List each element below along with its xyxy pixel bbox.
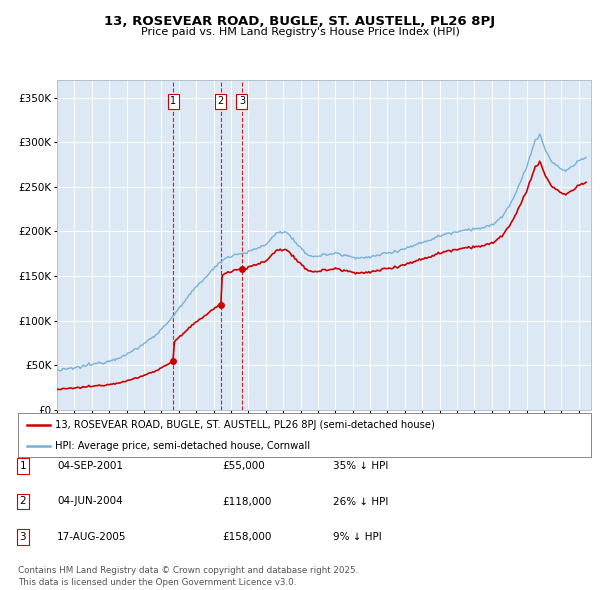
Text: 3: 3	[19, 532, 26, 542]
Text: £158,000: £158,000	[222, 532, 271, 542]
Text: 1: 1	[19, 461, 26, 471]
Text: 04-SEP-2001: 04-SEP-2001	[57, 461, 123, 471]
Text: 17-AUG-2005: 17-AUG-2005	[57, 532, 127, 542]
Text: 9% ↓ HPI: 9% ↓ HPI	[333, 532, 382, 542]
Text: 1: 1	[170, 96, 176, 106]
Text: £55,000: £55,000	[222, 461, 265, 471]
Text: Contains HM Land Registry data © Crown copyright and database right 2025.
This d: Contains HM Land Registry data © Crown c…	[18, 566, 358, 587]
Text: 2: 2	[218, 96, 224, 106]
Text: 2: 2	[19, 497, 26, 506]
Text: HPI: Average price, semi-detached house, Cornwall: HPI: Average price, semi-detached house,…	[55, 441, 310, 451]
Text: 35% ↓ HPI: 35% ↓ HPI	[333, 461, 388, 471]
Text: 3: 3	[239, 96, 245, 106]
Text: Price paid vs. HM Land Registry's House Price Index (HPI): Price paid vs. HM Land Registry's House …	[140, 27, 460, 37]
Text: 13, ROSEVEAR ROAD, BUGLE, ST. AUSTELL, PL26 8PJ (semi-detached house): 13, ROSEVEAR ROAD, BUGLE, ST. AUSTELL, P…	[55, 421, 435, 430]
Text: £118,000: £118,000	[222, 497, 271, 506]
Text: 26% ↓ HPI: 26% ↓ HPI	[333, 497, 388, 506]
Text: 04-JUN-2004: 04-JUN-2004	[57, 497, 123, 506]
Text: 13, ROSEVEAR ROAD, BUGLE, ST. AUSTELL, PL26 8PJ: 13, ROSEVEAR ROAD, BUGLE, ST. AUSTELL, P…	[104, 15, 496, 28]
